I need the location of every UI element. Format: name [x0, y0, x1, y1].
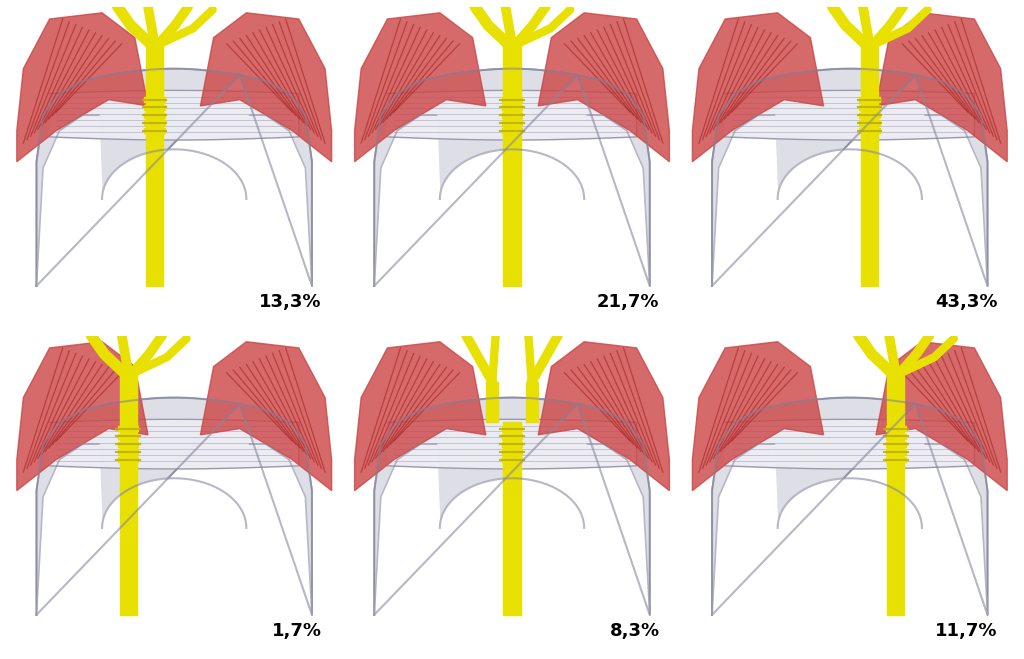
Polygon shape — [37, 69, 312, 286]
Polygon shape — [16, 342, 148, 491]
Polygon shape — [725, 90, 975, 140]
Polygon shape — [37, 397, 312, 615]
Polygon shape — [539, 13, 670, 161]
Polygon shape — [201, 13, 332, 161]
Polygon shape — [37, 444, 312, 615]
Text: 1,7%: 1,7% — [271, 621, 322, 640]
Polygon shape — [49, 419, 299, 469]
Polygon shape — [387, 419, 637, 469]
Polygon shape — [876, 342, 1008, 491]
Text: 21,7%: 21,7% — [597, 293, 659, 310]
Text: 13,3%: 13,3% — [259, 293, 322, 310]
Polygon shape — [37, 115, 312, 286]
Polygon shape — [49, 90, 299, 140]
Polygon shape — [692, 13, 823, 161]
Polygon shape — [374, 444, 650, 615]
Polygon shape — [374, 115, 650, 286]
Polygon shape — [712, 115, 987, 286]
Polygon shape — [712, 397, 987, 615]
Polygon shape — [712, 69, 987, 286]
Polygon shape — [539, 342, 670, 491]
Polygon shape — [354, 342, 485, 491]
Text: 8,3%: 8,3% — [609, 621, 659, 640]
Text: 11,7%: 11,7% — [935, 621, 997, 640]
Polygon shape — [374, 69, 650, 286]
Polygon shape — [16, 13, 148, 161]
Text: 43,3%: 43,3% — [935, 293, 997, 310]
Polygon shape — [387, 90, 637, 140]
Polygon shape — [692, 342, 823, 491]
Polygon shape — [201, 342, 332, 491]
Polygon shape — [374, 397, 650, 615]
Polygon shape — [354, 13, 485, 161]
Polygon shape — [712, 444, 987, 615]
Polygon shape — [725, 419, 975, 469]
Polygon shape — [876, 13, 1008, 161]
